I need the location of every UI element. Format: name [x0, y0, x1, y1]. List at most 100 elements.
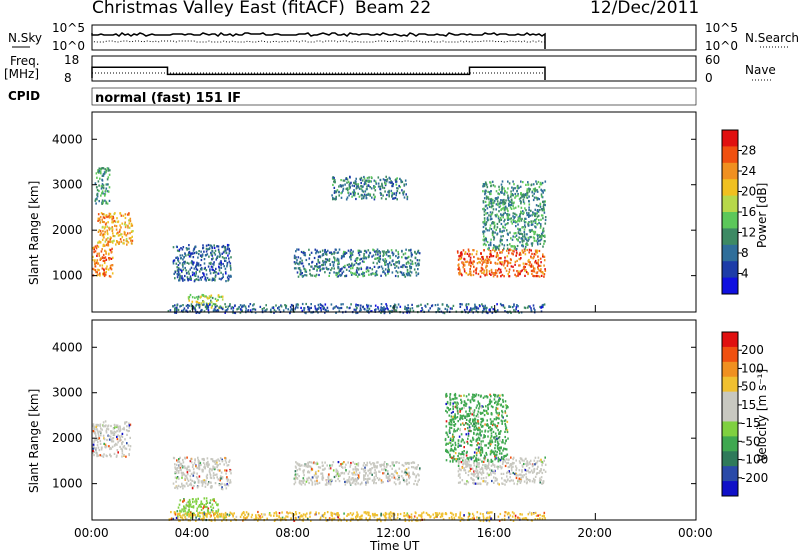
heatmap-cell [507, 466, 510, 469]
heatmap-cell [475, 451, 478, 454]
heatmap-cell [186, 478, 189, 481]
heatmap-cell [127, 241, 130, 244]
heatmap-cell [101, 192, 103, 195]
heatmap-cell [348, 263, 350, 266]
heatmap-cell [490, 268, 493, 271]
heatmap-cell [196, 300, 199, 304]
heatmap-cell [487, 190, 489, 193]
heatmap-cell [510, 217, 513, 220]
heatmap-cell [177, 460, 179, 463]
heatmap-cell [294, 306, 297, 309]
heatmap-cell [492, 198, 494, 202]
heatmap-cell [510, 190, 512, 193]
heatmap-cell [94, 431, 96, 434]
heatmap-cell [471, 253, 473, 256]
heatmap-cell [504, 460, 507, 463]
heatmap-cell [174, 463, 176, 466]
heatmap-cell [365, 481, 367, 484]
heatmap-cell [467, 474, 470, 477]
heatmap-cell [534, 221, 537, 224]
heatmap-cell [465, 454, 468, 457]
heatmap-cell [197, 263, 199, 266]
heatmap-cell [417, 480, 419, 483]
heatmap-cell [331, 464, 333, 467]
heatmap-cell [181, 262, 184, 265]
heatmap-cell [489, 218, 492, 221]
heatmap-cell [476, 262, 479, 265]
heatmap-cell [101, 179, 104, 182]
heatmap-cell [291, 308, 293, 311]
heatmap-cell [467, 442, 469, 445]
colorbar-segment [722, 277, 738, 295]
heatmap-cell [492, 406, 494, 409]
heatmap-cell [101, 202, 103, 205]
heatmap-cell [534, 249, 537, 252]
heatmap-cell [469, 444, 472, 447]
heatmap-cell [303, 474, 305, 477]
heatmap-cell [205, 500, 208, 503]
heatmap-cell [94, 199, 97, 202]
heatmap-cell [96, 260, 98, 263]
heatmap-cell [489, 450, 492, 453]
heatmap-cell [203, 262, 206, 265]
heatmap-cell [521, 469, 523, 472]
heatmap-cell [357, 251, 360, 255]
heatmap-cell [127, 444, 130, 447]
heatmap-cell [184, 252, 186, 256]
heatmap-cell [208, 295, 211, 298]
heatmap-cell [491, 213, 493, 216]
heatmap-cell [199, 264, 202, 267]
heatmap-cell [398, 184, 400, 188]
heatmap-cell [204, 254, 207, 257]
heatmap-cell [482, 238, 485, 241]
heatmap-cell [415, 264, 418, 267]
heatmap-cell [318, 265, 320, 268]
heatmap-cell [536, 209, 539, 212]
heatmap-cell [504, 483, 506, 486]
heatmap-cell [208, 296, 211, 300]
heatmap-cell [475, 415, 478, 418]
heatmap-cell [522, 212, 524, 216]
heatmap-cell [182, 246, 185, 249]
heatmap-cell [208, 481, 210, 484]
heatmap-cell [508, 182, 511, 185]
heatmap-cell [453, 415, 455, 418]
heatmap-cell [524, 469, 527, 472]
heatmap-cell [367, 193, 370, 196]
nsearch-label: N.Search [745, 31, 799, 45]
heatmap-cell [245, 307, 247, 310]
heatmap-cell [494, 447, 496, 450]
heatmap-cell [457, 251, 459, 254]
heatmap-cell [479, 468, 482, 471]
heatmap-cell [460, 400, 463, 403]
heatmap-cell [357, 249, 360, 252]
heatmap-cell [122, 214, 125, 217]
heatmap-cell [527, 478, 530, 481]
heatmap-cell [477, 458, 480, 461]
heatmap-cell [107, 183, 109, 186]
heatmap-cell [192, 305, 195, 308]
heatmap-cell [484, 430, 486, 433]
heatmap-cell [344, 264, 346, 267]
heatmap-cell [385, 303, 387, 306]
heatmap-cell [540, 306, 542, 309]
heatmap-cell [191, 271, 194, 274]
heatmap-cell [478, 471, 481, 474]
heatmap-cell [509, 231, 511, 234]
heatmap-cell [452, 449, 454, 452]
heatmap-cell [542, 245, 544, 248]
heatmap-cell [210, 476, 213, 480]
heatmap-cell [478, 462, 480, 465]
heatmap-cell [401, 266, 404, 269]
heatmap-cell [202, 479, 204, 482]
heatmap-cell [309, 465, 312, 468]
heatmap-cell [507, 461, 510, 464]
heatmap-cell [490, 395, 492, 398]
heatmap-cell [531, 270, 534, 273]
heatmap-cell [542, 255, 544, 258]
heatmap-cell [410, 461, 413, 465]
heatmap-cell [464, 458, 467, 462]
heatmap-cell [477, 442, 479, 445]
heatmap-cell [200, 267, 203, 270]
